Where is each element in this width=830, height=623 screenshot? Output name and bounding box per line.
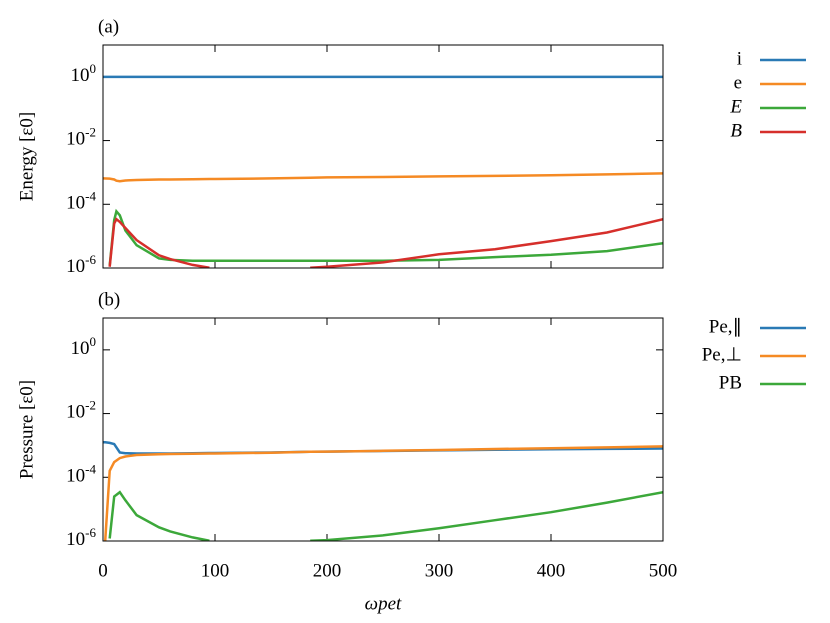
y-tick-base: 10 (66, 402, 85, 423)
series-line (103, 172, 663, 183)
plot-frame (102, 44, 664, 269)
y-tick-label: 10-4 (66, 188, 96, 213)
x-tick-label: 400 (537, 560, 566, 581)
series-line (103, 445, 663, 541)
series-line (108, 208, 663, 266)
x-tick-label: 500 (649, 560, 678, 581)
y-tick-exponent: -2 (85, 125, 96, 140)
series-line (108, 490, 663, 541)
y-tick-base: 10 (66, 466, 85, 487)
y-tick-base: 10 (66, 129, 85, 150)
y-tick-exponent: -6 (85, 252, 96, 267)
x-axis-label: ωpet (365, 593, 402, 614)
panel-label: (a) (98, 16, 119, 37)
y-tick-label: 10-2 (66, 398, 96, 423)
y-tick-base: 10 (66, 193, 85, 214)
y-tick-base: 10 (71, 65, 90, 86)
y-tick-exponent: -4 (85, 461, 96, 476)
legend-label: Pe,∥ (709, 316, 742, 337)
y-tick-label: 10-4 (66, 461, 96, 486)
y-tick-label: 10-2 (66, 125, 96, 150)
y-tick-label: 100 (71, 334, 97, 359)
plot-frame (102, 317, 664, 542)
legend-label: Pe,⊥ (702, 344, 742, 365)
y-tick-label: 10-6 (66, 525, 96, 550)
y-tick-base: 10 (66, 256, 85, 277)
legend-label: B (730, 120, 742, 141)
y-axis-label: Energy [ε0] (16, 112, 37, 201)
y-tick-base: 10 (66, 529, 85, 550)
y-tick-exponent: -2 (85, 398, 96, 413)
series-line (108, 217, 663, 268)
y-tick-label: 100 (71, 61, 97, 86)
legend-label: PB (719, 372, 742, 393)
legend-label: i (737, 48, 742, 69)
legend-label: e (734, 72, 742, 93)
legend-label: E (729, 96, 742, 117)
y-tick-exponent: -6 (85, 525, 96, 540)
x-tick-label: 300 (425, 560, 454, 581)
y-axis-label: Pressure [ε0] (16, 380, 37, 479)
x-tick-label: 200 (313, 560, 342, 581)
y-tick-base: 10 (71, 338, 90, 359)
y-tick-exponent: 0 (90, 61, 97, 76)
x-tick-label: 0 (98, 560, 108, 581)
panel-label: (b) (98, 289, 120, 310)
y-tick-exponent: 0 (90, 334, 97, 349)
y-tick-exponent: -4 (85, 188, 96, 203)
x-tick-label: 100 (201, 560, 230, 581)
y-tick-label: 10-6 (66, 252, 96, 277)
